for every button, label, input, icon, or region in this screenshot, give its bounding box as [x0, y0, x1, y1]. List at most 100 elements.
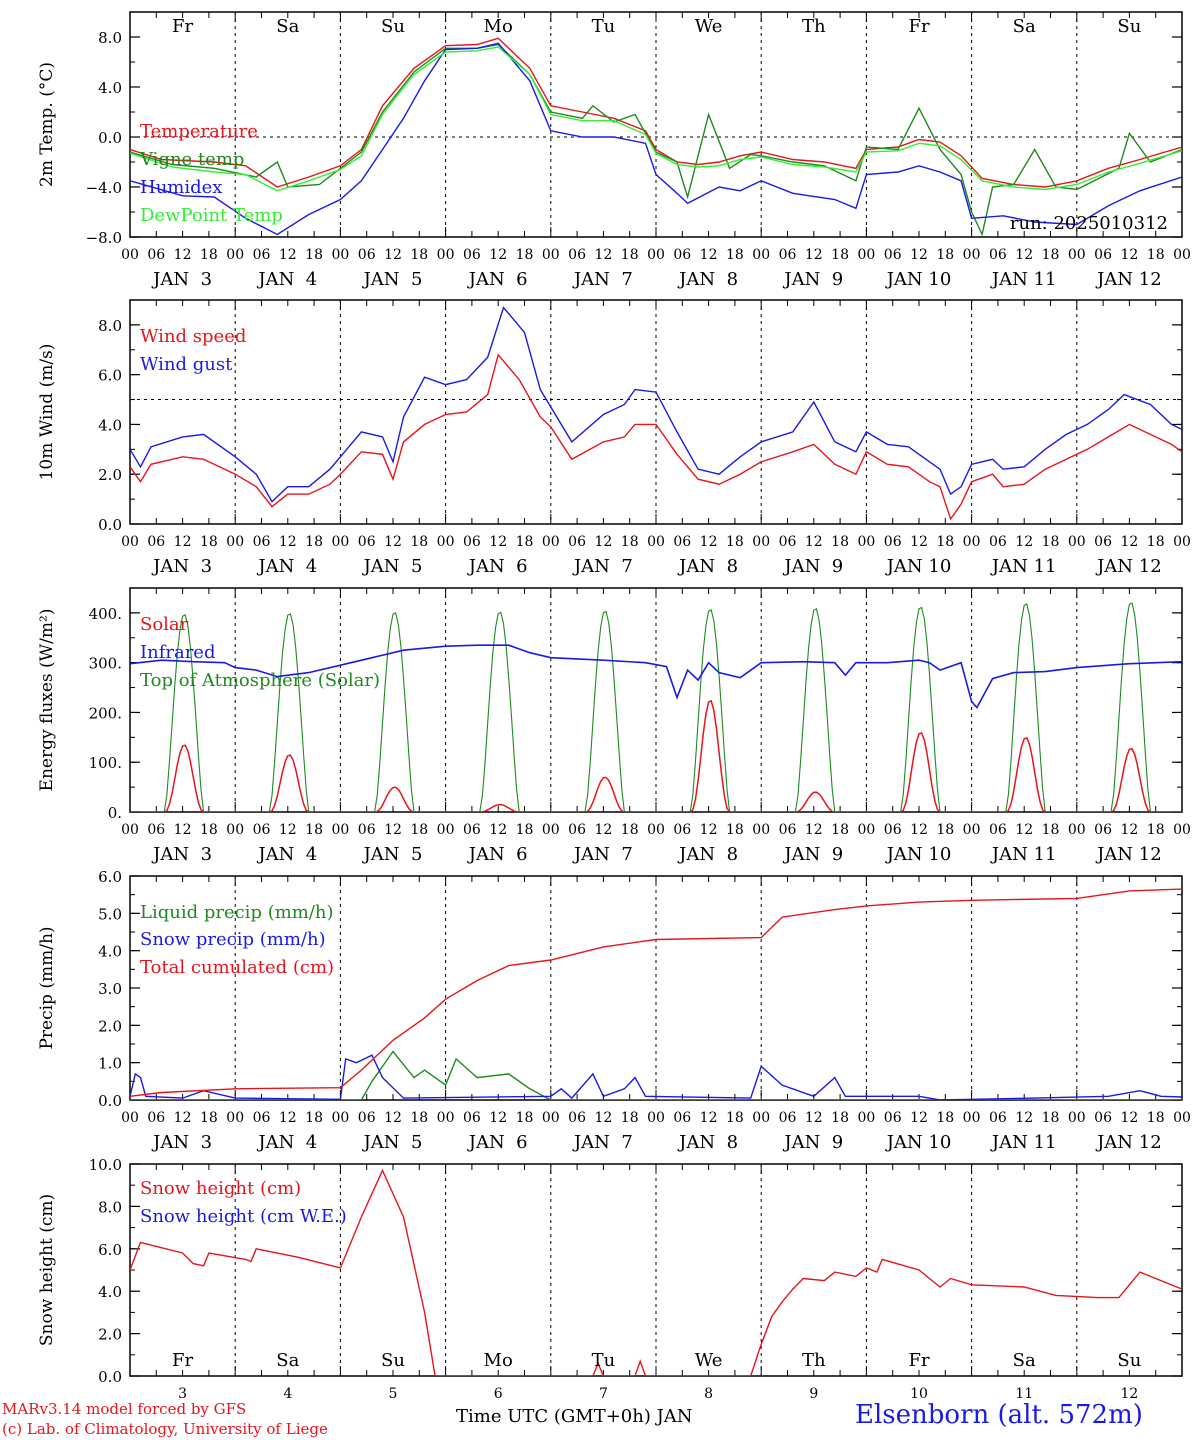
x-hour-label: 06: [463, 247, 481, 263]
x-date-label: JAN 5: [362, 844, 423, 865]
x-hour-label: 00: [857, 247, 875, 263]
x-date-label: JAN 6: [467, 556, 528, 577]
x-hour-label: 06: [568, 822, 586, 838]
x-hour-label: 06: [673, 534, 691, 550]
x-hour-label: 12: [700, 1110, 718, 1126]
x-hour-label: 00: [647, 822, 665, 838]
x-hour-label: 06: [253, 822, 271, 838]
x-hour-label: 12: [174, 534, 192, 550]
x-date-label: JAN 6: [467, 844, 528, 865]
day-name: Su: [1117, 1350, 1141, 1371]
day-name: Su: [1117, 16, 1141, 37]
x-hour-label: 06: [673, 822, 691, 838]
x-hour-label: 00: [1173, 1110, 1191, 1126]
x-hour-label: 18: [516, 822, 534, 838]
x-hour-label: 12: [174, 247, 192, 263]
x-hour-label: 00: [437, 1110, 455, 1126]
x-hour-label: 06: [673, 1110, 691, 1126]
x-hour-label: 12: [700, 822, 718, 838]
day-name: Sa: [1013, 1350, 1036, 1371]
x-hour-label: 18: [200, 822, 218, 838]
x-date-label: JAN 10: [885, 269, 952, 290]
y-tick-label: 4.0: [98, 79, 122, 97]
x-hour-label: 06: [147, 534, 165, 550]
x-hour-label: 18: [200, 1110, 218, 1126]
x-hour-label: 18: [831, 534, 849, 550]
x-date-label: JAN 7: [572, 1132, 633, 1153]
x-hour-label: 12: [805, 1110, 823, 1126]
x-hour-label: 18: [1042, 1110, 1060, 1126]
x-hour-label: 12: [594, 247, 612, 263]
x-day-number: 5: [389, 1386, 398, 1402]
x-hour-label: 00: [647, 534, 665, 550]
y-tick-label: 4.0: [98, 416, 122, 434]
day-name: Fr: [172, 16, 193, 37]
x-hour-label: 00: [121, 822, 139, 838]
x-hour-label: 06: [463, 534, 481, 550]
x-date-label: JAN 7: [572, 556, 633, 577]
x-hour-label: 06: [358, 822, 376, 838]
x-date-label: JAN 4: [256, 556, 317, 577]
x-hour-label: 12: [1015, 534, 1033, 550]
x-hour-label: 12: [700, 247, 718, 263]
series-line-total-cumulated-cm-: [130, 888, 1182, 1097]
x-hour-label: 12: [489, 822, 507, 838]
x-hour-label: 00: [437, 822, 455, 838]
x-hour-label: 18: [726, 822, 744, 838]
x-date-label: JAN 7: [572, 269, 633, 290]
day-name: Tu: [592, 16, 616, 37]
x-hour-label: 06: [779, 822, 797, 838]
x-hour-label: 12: [384, 534, 402, 550]
footer-lab: (c) Lab. of Climatology, University of L…: [2, 1420, 328, 1438]
legend-entry: Snow height (cm): [140, 1178, 301, 1199]
x-date-label: JAN 9: [782, 844, 843, 865]
x-date-label: JAN 10: [885, 844, 952, 865]
y-tick-label: 8.0: [98, 317, 122, 335]
series-line-liquid-precip-mm-h-: [130, 1050, 1182, 1100]
x-hour-label: 00: [331, 534, 349, 550]
x-hour-label: 06: [1094, 822, 1112, 838]
day-name: We: [695, 1350, 723, 1371]
x-hour-label: 18: [1147, 1110, 1165, 1126]
x-hour-label: 06: [884, 247, 902, 263]
x-date-label: JAN 5: [362, 269, 423, 290]
x-hour-label: 18: [621, 534, 639, 550]
footer-model: MARv3.14 model forced by GFS: [2, 1400, 247, 1418]
x-hour-label: 18: [516, 534, 534, 550]
legend-entry: Infrared: [140, 642, 215, 663]
x-hour-label: 12: [174, 822, 192, 838]
x-date-label: JAN 11: [990, 1132, 1057, 1153]
y-tick-label: 10.0: [89, 1156, 122, 1174]
x-hour-label: 00: [647, 1110, 665, 1126]
x-hour-label: 00: [752, 1110, 770, 1126]
day-name: Su: [381, 16, 405, 37]
x-hour-label: 06: [253, 1110, 271, 1126]
x-date-label: JAN 3: [151, 1132, 212, 1153]
x-date-label: JAN 5: [362, 1132, 423, 1153]
legend-entry: Liquid precip (mm/h): [140, 902, 334, 923]
x-hour-label: 00: [857, 534, 875, 550]
x-hour-label: 06: [1094, 1110, 1112, 1126]
x-hour-label: 00: [542, 1110, 560, 1126]
x-day-number: 9: [809, 1386, 818, 1402]
x-hour-label: 12: [910, 534, 928, 550]
x-hour-label: 12: [910, 1110, 928, 1126]
x-hour-label: 06: [989, 822, 1007, 838]
x-hour-label: 18: [726, 247, 744, 263]
day-name: Mo: [484, 1350, 513, 1371]
series-line-dewpoint-temp: [130, 46, 1182, 192]
x-day-number: 11: [1015, 1386, 1033, 1402]
y-tick-label: 2.0: [98, 1017, 122, 1035]
x-hour-label: 12: [1015, 247, 1033, 263]
x-hour-label: 18: [305, 1110, 323, 1126]
x-hour-label: 06: [989, 247, 1007, 263]
panel-energy: [129, 587, 1183, 813]
x-date-label: JAN 12: [1095, 1132, 1162, 1153]
x-hour-label: 00: [437, 247, 455, 263]
station-title: Elsenborn (alt. 572m): [855, 1400, 1143, 1430]
x-date-label: JAN 8: [677, 1132, 738, 1153]
series-line-snow-precip-mm-h-: [130, 1054, 1182, 1100]
x-hour-label: 12: [384, 822, 402, 838]
x-day-number: 3: [178, 1386, 187, 1402]
